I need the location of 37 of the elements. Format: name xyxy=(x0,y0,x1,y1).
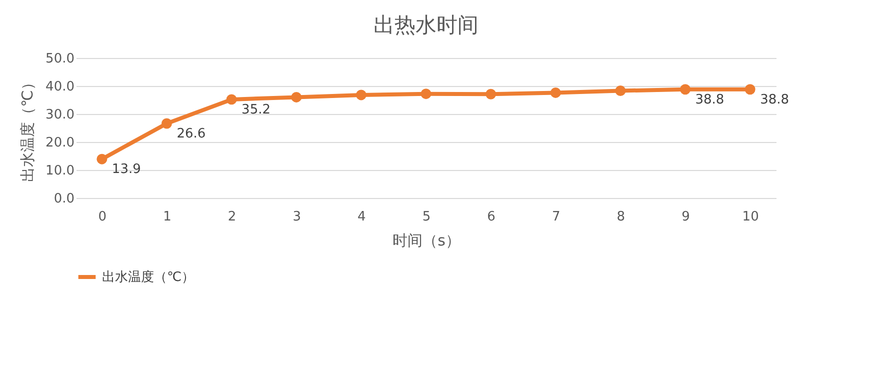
y-tick-label: 40.0 xyxy=(46,80,74,94)
chart-title: 出热水时间 xyxy=(374,13,478,37)
point xyxy=(356,90,366,100)
x-tick-label: 1 xyxy=(163,210,172,224)
x-tick-label: 4 xyxy=(358,210,366,224)
y-tick-label: 20.0 xyxy=(46,136,74,150)
x-tick-label: 0 xyxy=(98,210,107,224)
data-label: 26.6 xyxy=(176,126,206,142)
point xyxy=(161,118,172,129)
x-tick-label: 9 xyxy=(682,210,690,224)
point xyxy=(96,154,108,164)
x-tick-label: 7 xyxy=(552,210,560,224)
point xyxy=(615,86,626,96)
y-axis-title: 出水温度（℃） xyxy=(18,75,37,182)
y-tick-label: 10.0 xyxy=(46,164,74,178)
point xyxy=(420,88,432,100)
x-tick-label: 5 xyxy=(422,210,431,224)
data-label: 38.8 xyxy=(695,92,724,108)
point xyxy=(680,84,691,95)
point xyxy=(226,94,237,105)
x-tick-label: 3 xyxy=(292,210,302,224)
x-tick-label: 6 xyxy=(487,210,496,224)
point xyxy=(291,92,302,102)
y-tick-label: 0.0 xyxy=(54,192,74,206)
data-label: 13.9 xyxy=(112,162,141,178)
x-axis-title: 时间（s） xyxy=(392,232,460,250)
x-tick-label: 8 xyxy=(616,210,626,224)
y-tick-label: 30.0 xyxy=(46,108,74,122)
y-tick-label: 50.0 xyxy=(46,52,74,66)
x-tick-label: 10 xyxy=(742,210,759,224)
data-label: 35.2 xyxy=(242,102,271,118)
point xyxy=(744,84,756,95)
point xyxy=(550,87,561,98)
x-tick-label: 2 xyxy=(228,210,236,224)
legend-label: 出水温度（℃） xyxy=(102,269,195,285)
point xyxy=(486,88,496,100)
data-label: 38.8 xyxy=(760,92,790,108)
